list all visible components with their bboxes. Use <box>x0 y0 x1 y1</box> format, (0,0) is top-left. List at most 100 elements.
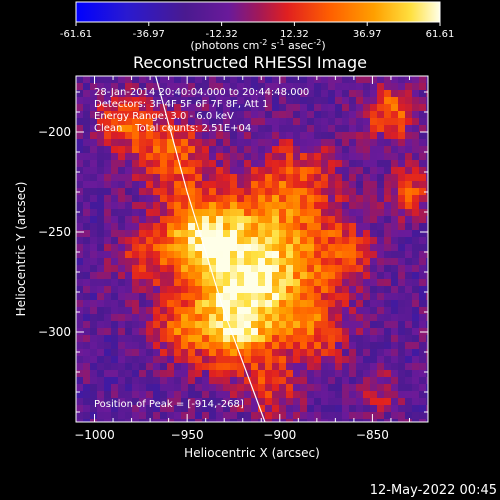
heatmap-cell <box>321 405 328 412</box>
heatmap-cell <box>265 419 272 422</box>
heatmap-cell <box>349 286 356 293</box>
heatmap-cell <box>132 251 139 258</box>
heatmap-cell <box>125 419 132 422</box>
heatmap-cell <box>300 90 307 97</box>
heatmap-cell <box>111 412 118 419</box>
heatmap-cell <box>90 230 97 237</box>
heatmap-cell <box>405 328 412 335</box>
heatmap-cell <box>314 125 321 132</box>
heatmap-cell <box>321 237 328 244</box>
heatmap-cell <box>146 377 153 384</box>
heatmap-cell <box>307 174 314 181</box>
heatmap-cell <box>335 97 342 104</box>
heatmap-cell <box>223 209 230 216</box>
heatmap-cell <box>83 370 90 377</box>
heatmap-cell <box>188 111 195 118</box>
heatmap-cell <box>356 272 363 279</box>
heatmap-cell <box>83 391 90 398</box>
heatmap-cell <box>174 97 181 104</box>
heatmap-cell <box>230 251 237 258</box>
heatmap-cell <box>412 111 419 118</box>
heatmap-cell <box>251 272 258 279</box>
heatmap-cell <box>195 167 202 174</box>
heatmap-cell <box>377 398 384 405</box>
heatmap-cell <box>76 174 83 181</box>
heatmap-cell <box>419 160 426 167</box>
x-axis: −1000 −950 −900 −850 <box>74 76 429 442</box>
heatmap-cell <box>237 384 244 391</box>
heatmap-cell <box>293 237 300 244</box>
heatmap-cell <box>223 181 230 188</box>
heatmap-cell <box>202 230 209 237</box>
heatmap-cell <box>272 167 279 174</box>
heatmap-cell <box>258 272 265 279</box>
heatmap-cell <box>251 265 258 272</box>
heatmap-cell <box>132 209 139 216</box>
heatmap-cell <box>419 272 426 279</box>
heatmap-cell <box>384 230 391 237</box>
heatmap-cell <box>209 405 216 412</box>
heatmap-cell <box>335 223 342 230</box>
heatmap-cell <box>118 167 125 174</box>
heatmap-cell <box>111 132 118 139</box>
heatmap-cell <box>363 230 370 237</box>
heatmap-cell <box>398 251 405 258</box>
heatmap-cell <box>258 363 265 370</box>
heatmap-cell <box>83 356 90 363</box>
heatmap-cell <box>216 153 223 160</box>
heatmap-cell <box>174 363 181 370</box>
heatmap-cell <box>307 391 314 398</box>
heatmap-cell <box>111 265 118 272</box>
heatmap-cell <box>216 104 223 111</box>
heatmap-cell <box>258 97 265 104</box>
heatmap-cell <box>167 104 174 111</box>
heatmap-cell <box>223 223 230 230</box>
heatmap-cell <box>244 349 251 356</box>
heatmap-cell <box>258 83 265 90</box>
heatmap-cell <box>160 419 167 422</box>
heatmap-cell <box>272 202 279 209</box>
heatmap-cell <box>258 314 265 321</box>
heatmap-cell <box>244 314 251 321</box>
heatmap-cell <box>314 265 321 272</box>
heatmap-cell <box>370 90 377 97</box>
heatmap-cell <box>90 251 97 258</box>
heatmap-cell <box>230 104 237 111</box>
heatmap-cell <box>223 174 230 181</box>
heatmap-cell <box>258 398 265 405</box>
heatmap-cell <box>251 321 258 328</box>
heatmap-cell <box>251 370 258 377</box>
heatmap-cell <box>363 412 370 419</box>
heatmap-cell <box>265 321 272 328</box>
heatmap-cell <box>419 349 426 356</box>
heatmap-cell <box>174 146 181 153</box>
heatmap-cell <box>223 321 230 328</box>
heatmap-cell <box>174 188 181 195</box>
heatmap-cell <box>216 377 223 384</box>
heatmap-cell <box>349 237 356 244</box>
heatmap-cell <box>314 398 321 405</box>
heatmap-cell <box>90 286 97 293</box>
heatmap-cell <box>279 160 286 167</box>
heatmap-cell <box>202 118 209 125</box>
heatmap-cell <box>426 321 428 328</box>
heatmap-cell <box>370 139 377 146</box>
heatmap-cell <box>286 90 293 97</box>
heatmap-cell <box>139 300 146 307</box>
heatmap-cell <box>118 139 125 146</box>
heatmap-cell <box>216 181 223 188</box>
heatmap-cell <box>132 223 139 230</box>
heatmap-cell <box>139 398 146 405</box>
heatmap-cell <box>237 342 244 349</box>
heatmap-cell <box>279 132 286 139</box>
heatmap-cell <box>272 300 279 307</box>
heatmap-cell <box>314 132 321 139</box>
heatmap-cell <box>139 195 146 202</box>
heatmap-cell <box>167 139 174 146</box>
heatmap-cell <box>349 139 356 146</box>
heatmap-cell <box>125 139 132 146</box>
heatmap-cell <box>405 363 412 370</box>
heatmap-cell <box>307 412 314 419</box>
heatmap-cell <box>328 153 335 160</box>
